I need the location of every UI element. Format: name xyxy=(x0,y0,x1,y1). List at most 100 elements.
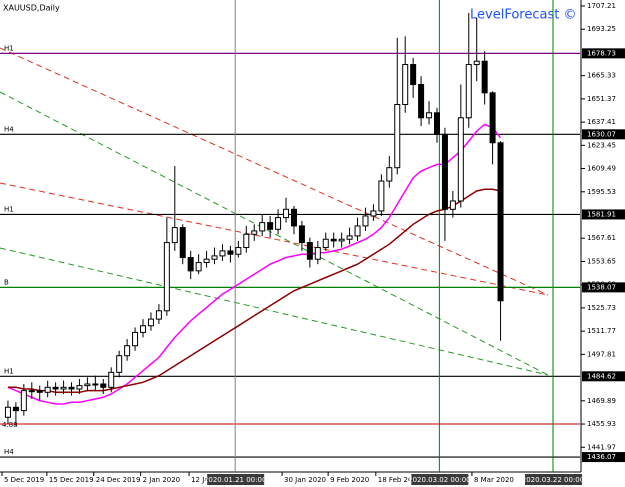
candle-body xyxy=(4,406,11,418)
level-label: H1 xyxy=(4,367,14,375)
y-tick-label: 1609.49 xyxy=(587,165,616,173)
y-tick-label: 1651.37 xyxy=(587,95,616,103)
trend-line xyxy=(0,247,549,376)
v-line-box xyxy=(524,474,582,485)
y-tick-label: 1637.41 xyxy=(587,118,616,126)
candle-body xyxy=(227,250,234,255)
level-box xyxy=(582,129,625,140)
level-box xyxy=(582,452,625,463)
y-tick-label: 1623.45 xyxy=(587,141,616,149)
candle-body xyxy=(195,262,202,272)
candle-body xyxy=(378,180,385,212)
level-box xyxy=(582,48,625,59)
level-label: H4 xyxy=(4,448,14,456)
candle-body xyxy=(147,318,154,327)
candle-body xyxy=(171,227,178,244)
y-tick-label: 1511.77 xyxy=(587,327,616,335)
level-label: H4 xyxy=(4,125,14,133)
level-value: 1538.07 xyxy=(587,283,616,291)
candle-body xyxy=(100,383,107,388)
candle-body xyxy=(465,64,472,119)
level-label: H1 xyxy=(4,44,14,52)
candle-body xyxy=(441,133,448,210)
level-box xyxy=(582,282,625,293)
candle-body xyxy=(306,242,313,260)
candle-body xyxy=(394,103,401,169)
candle-body xyxy=(155,310,162,320)
y-tick-label: 1469.89 xyxy=(587,397,616,405)
candle-body xyxy=(92,383,99,386)
moving-average xyxy=(7,123,502,405)
candle-body xyxy=(338,238,345,242)
y-tick-label: 1455.93 xyxy=(587,420,616,428)
chart-title: XAUUSD,Daily xyxy=(3,4,60,13)
candle-body xyxy=(489,92,496,144)
level-box xyxy=(582,209,625,220)
trend-line xyxy=(0,47,549,296)
x-tick-label: 2 Jan 2020 xyxy=(143,476,181,484)
candle-body xyxy=(314,247,321,260)
candle-body xyxy=(370,210,377,217)
candle-body xyxy=(44,386,51,393)
candle-body xyxy=(12,406,19,412)
candle-body xyxy=(116,355,123,373)
y-tick-label: 1553.65 xyxy=(587,257,616,265)
candle-body xyxy=(426,112,433,119)
candle-body xyxy=(124,345,131,357)
level-box xyxy=(582,371,625,382)
candle-body xyxy=(20,390,27,412)
candle-body xyxy=(433,112,440,135)
v-line-box xyxy=(411,474,469,485)
candle-body xyxy=(52,386,59,390)
candle-body xyxy=(203,258,210,264)
x-tick-label: 8 Mar 2020 xyxy=(474,476,514,484)
y-tick-label: 1707.21 xyxy=(587,2,616,10)
candle-body xyxy=(298,225,305,244)
level-value: 1678.73 xyxy=(587,49,616,57)
candle-body xyxy=(267,222,274,230)
candle-body xyxy=(481,60,488,94)
candle-body xyxy=(251,230,258,235)
level-label: H1 xyxy=(4,205,14,213)
y-tick-label: 1665.33 xyxy=(587,72,616,80)
candle-body xyxy=(84,383,91,387)
candle-body xyxy=(211,255,218,260)
trend-lines xyxy=(0,47,549,376)
v-line-label: 2020.01.21 00:00 xyxy=(204,476,266,484)
level-value: 1630.07 xyxy=(587,130,616,138)
candle-body xyxy=(179,227,186,259)
v-line-label: 2020.03.22 00:00 xyxy=(522,476,584,484)
candle-body xyxy=(140,325,147,333)
x-tick-label: 30 Jan 2020 xyxy=(284,476,326,484)
candle-body xyxy=(330,238,337,242)
candle-body xyxy=(259,222,266,232)
x-tick-label: 18 Feb 2020 xyxy=(378,476,422,484)
candle-body xyxy=(219,250,226,257)
level-label: B xyxy=(4,278,9,286)
candle-body xyxy=(457,117,464,202)
candle-body xyxy=(108,371,115,388)
trend-line xyxy=(0,182,549,296)
candle-body xyxy=(243,233,250,249)
x-tick-label: 9 Feb 2020 xyxy=(330,476,369,484)
candle-body xyxy=(402,64,409,105)
candle-body xyxy=(163,242,170,312)
candle-body xyxy=(354,225,361,237)
level-value: 1581.91 xyxy=(587,210,616,218)
level-value: 1484.62 xyxy=(587,372,616,380)
y-tick-label: 1497.81 xyxy=(587,350,616,358)
candle-body xyxy=(275,217,282,230)
y-tick-label: 1567.61 xyxy=(587,234,616,242)
y-tick-label: 1595.53 xyxy=(587,188,616,196)
annotation: 4.88 xyxy=(2,421,18,429)
candle-body xyxy=(322,238,329,249)
x-tick-label: 24 Dec 2019 xyxy=(96,476,141,484)
candle-body xyxy=(132,331,139,347)
candle-body xyxy=(410,64,417,86)
candle-body xyxy=(386,167,393,182)
candle-body xyxy=(187,257,194,272)
x-tick-label: 5 Dec 2019 xyxy=(4,476,44,484)
candle-body xyxy=(449,200,456,210)
candle-body xyxy=(497,142,504,302)
